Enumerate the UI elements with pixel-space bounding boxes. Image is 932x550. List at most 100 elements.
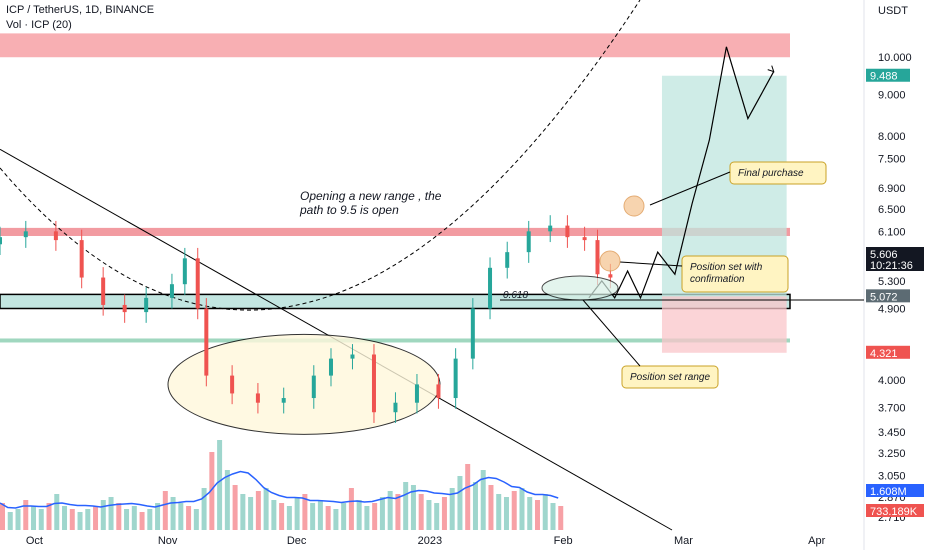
- candle-body: [565, 225, 570, 238]
- headline-annotation: Opening a new range , the: [300, 189, 442, 203]
- volume-bar: [403, 482, 409, 530]
- last-price-tag: 5.606: [870, 249, 898, 261]
- volume-bar: [162, 491, 168, 530]
- candle-body: [204, 308, 209, 376]
- candle-body: [122, 304, 127, 313]
- volume-bar: [100, 500, 106, 530]
- y-tick-label: 9.000: [878, 89, 906, 101]
- volume-bar: [93, 506, 99, 530]
- final-purchase-marker: [623, 195, 645, 217]
- range-leader: [582, 299, 641, 367]
- volume-bar: [279, 503, 285, 530]
- candle-body: [350, 354, 355, 359]
- target-price-tag-bg: [866, 68, 910, 82]
- volume-ma-tag: 733.189K: [870, 506, 918, 518]
- confirmation-callout-text: confirmation: [690, 274, 745, 285]
- x-tick-label: Oct: [26, 535, 43, 547]
- volume-bar: [23, 500, 29, 530]
- volume-ma-tag-bg: [866, 504, 924, 517]
- volume-bar: [496, 494, 502, 530]
- volume-bar: [364, 506, 370, 530]
- volume-bar: [124, 509, 130, 530]
- x-tick-label: Nov: [158, 535, 178, 547]
- confirmation-callout-box: [681, 255, 789, 293]
- candle-body: [470, 308, 475, 359]
- zone-demand: [0, 338, 790, 343]
- candle-body: [505, 252, 510, 268]
- x-tick-label: Feb: [554, 535, 573, 547]
- volume-bar: [441, 497, 447, 530]
- candle-body: [393, 402, 398, 413]
- volume-bar: [15, 509, 21, 530]
- volume-bar: [0, 503, 5, 530]
- volume-bar: [232, 485, 238, 530]
- volume-bar: [542, 494, 548, 530]
- candle-body: [436, 384, 441, 399]
- volume-bar: [186, 506, 192, 530]
- projected-path: [588, 46, 775, 300]
- position-range-callout-box: [621, 365, 719, 389]
- volume-bar: [286, 506, 292, 530]
- fib-level-label: 0.618: [503, 290, 528, 301]
- y-tick-label: 4.000: [878, 375, 906, 387]
- candle-body: [23, 231, 28, 238]
- volume-bar: [209, 452, 215, 530]
- candle-body: [414, 384, 419, 403]
- volume-bar: [379, 497, 385, 530]
- volume-bar: [387, 491, 393, 530]
- volume-bar: [46, 503, 52, 530]
- candle-body: [371, 354, 376, 413]
- volume-bar: [69, 509, 75, 530]
- projected-path-arrow: [767, 65, 775, 73]
- x-tick-label: Dec: [287, 535, 307, 547]
- stop-price-tag: 4.321: [870, 348, 898, 360]
- final-purchase-callout-text: Final purchase: [738, 168, 804, 179]
- y-tick-label: 5.300: [878, 276, 906, 288]
- volume-bar: [426, 500, 432, 530]
- volume-bar: [170, 497, 176, 530]
- y-tick-label: 7.500: [878, 154, 906, 166]
- y-tick-label: 3.050: [878, 470, 906, 482]
- position-loss-area: [661, 296, 787, 353]
- position-range-callout-text: Position set range: [630, 372, 710, 383]
- volume-bar: [317, 500, 323, 530]
- volume-bar: [449, 488, 455, 530]
- candle-body: [453, 358, 458, 399]
- y-tick-label: 3.700: [878, 402, 906, 414]
- y-tick-label: 8.000: [878, 131, 906, 143]
- consolidation-ellipse: [167, 333, 441, 435]
- volume-bar: [108, 497, 114, 530]
- x-tick-label: Apr: [808, 535, 825, 547]
- entry-price-tag-bg: [866, 289, 910, 303]
- y-tick-label: 6.500: [878, 204, 906, 216]
- volume-bar: [511, 491, 517, 530]
- volume-bar: [155, 503, 161, 530]
- candle-body: [608, 274, 613, 278]
- volume-bar: [255, 491, 261, 530]
- y-tick-label: 3.250: [878, 448, 906, 460]
- volume-bar: [395, 494, 401, 530]
- final-purchase-callout-box: [729, 161, 827, 185]
- support-zone-outline: [0, 293, 791, 310]
- volume-bar: [7, 512, 13, 530]
- y-tick-label: 4.900: [878, 303, 906, 315]
- volume-bar: [372, 503, 378, 530]
- volume-bar: [418, 494, 424, 530]
- volume-ma-line: [0, 470, 559, 509]
- candle-body: [255, 393, 260, 403]
- countdown-tag: 10:21:36: [870, 260, 913, 272]
- volume-bar: [147, 509, 153, 530]
- candle-body: [548, 225, 553, 232]
- y-tick-label: 6.100: [878, 226, 906, 238]
- candle-body: [582, 237, 587, 241]
- chart-title: ICP / TetherUS, 1D, BINANCE: [6, 4, 155, 16]
- candle-body: [281, 398, 286, 403]
- headline-annotation-line2: path to 9.5 is open: [299, 203, 399, 217]
- volume-tag: 1.608M: [870, 486, 907, 498]
- x-tick-label: 2023: [418, 535, 442, 547]
- confirmation-callout-text: Position set with: [690, 262, 763, 273]
- candle-body: [101, 277, 106, 305]
- candle-body: [182, 258, 187, 285]
- candle-body: [328, 358, 333, 376]
